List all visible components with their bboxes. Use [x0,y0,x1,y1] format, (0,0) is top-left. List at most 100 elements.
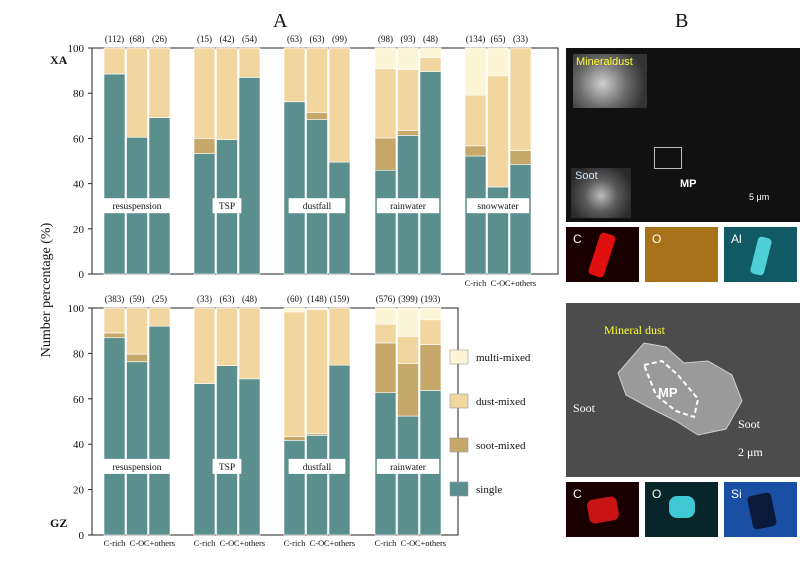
eds-signal [669,496,695,518]
x-category-label: C+others [415,538,446,548]
scale-label: 5 μm [749,192,770,202]
bar-segment-dust-mixed [419,57,442,72]
legend-label: single [476,484,502,496]
bar-segment-dust-mixed [306,309,328,435]
group-label: dustfall [303,462,332,473]
x-category-label: C-O [220,538,235,548]
y-axis-title: Number percentage (%) [39,222,54,357]
bar-segment-single [216,365,238,536]
x-category-label: C-rich [194,538,216,548]
group-label: rainwater [390,202,427,212]
eds-signal [586,495,620,525]
eds-label-o: O [652,232,662,246]
bar-segment-soot-mixed [397,130,419,136]
soot-left-label: Soot [573,401,596,415]
bar-segment-single [397,415,419,536]
x-category-label: C+others [324,538,355,548]
group-label: TSP [219,463,235,473]
y-tick-label: 60 [73,133,85,145]
x-category-label: C-O [401,538,416,548]
x-category-label: C-O [491,278,506,288]
bar-segment-multi-mixed [487,47,509,77]
eds-map-al-1: Al [724,227,797,282]
x-category-label: C-rich [465,278,487,288]
eds-label-al: Al [731,232,742,246]
bar-segment-single [238,77,261,275]
bar-segment-single [328,161,351,275]
mineral-dust-inset [573,54,647,108]
count-label: (383) [105,294,125,304]
mp-label: MP [680,178,697,190]
mineral-dust-label-2: Mineral dust [604,323,665,337]
group-label-box [212,458,242,474]
legend-label: dust-mixed [476,396,526,408]
bar-segment-multi-mixed [419,307,442,321]
plot-frame [91,307,459,536]
bar-segment-dust-mixed [216,47,238,140]
bar-segment-single [193,383,216,536]
bar-segment-soot-mixed [397,363,419,417]
group-label-box [288,458,346,474]
panel-b-label: B [675,10,689,32]
y-tick-label: 0 [79,269,85,281]
bar-segment-dust-mixed [193,307,216,384]
bar-segment-dust-mixed [464,94,487,147]
eds-map-o-2: O [645,482,718,537]
mp-label-2: MP [658,385,678,400]
bar-segment-soot-mixed [193,138,216,154]
count-label: (15) [197,34,212,44]
count-label: (54) [242,34,257,44]
bar-segment-dust-mixed [126,47,148,138]
bar-segment-single [193,153,216,275]
bar-segment-soot-mixed [419,344,442,391]
group-label: resuspension [112,202,161,212]
group-label-box [288,198,346,214]
bar-segment-single [509,164,532,275]
bar-segment-dust-mixed [397,336,419,364]
row-label-xa: XA [50,53,68,67]
group-label-box [97,198,177,214]
bar-segment-dust-mixed [328,47,351,163]
count-label: (159) [330,294,350,304]
bar-segment-multi-mixed [283,307,306,313]
count-label: (60) [287,294,302,304]
y-tick-label: 20 [73,485,85,497]
y-tick-label: 80 [73,88,85,100]
y-tick-label: 60 [73,394,85,406]
legend-swatch-multi-mixed [449,349,469,365]
bar-segment-multi-mixed [374,47,397,70]
eds-map-si-2: Si [724,482,797,537]
y-tick-label: 0 [79,530,85,542]
x-category-label: C+others [144,538,175,548]
group-label: dustfall [303,201,332,212]
count-label: (68) [130,34,145,44]
legend-swatch-dust-mixed [449,393,469,409]
bar-segment-dust-mixed [238,307,261,380]
bar-segment-multi-mixed [397,47,419,70]
bar-segment-dust-mixed [374,323,397,344]
count-label: (26) [152,34,167,44]
bar-segment-dust-mixed [193,47,216,139]
count-label: (48) [242,294,257,304]
bar-segment-single [306,119,328,275]
group-label-box [376,198,440,214]
soot-label: Soot [575,170,598,182]
bar-segment-dust-mixed [306,47,328,113]
bar-segment-single [283,101,306,275]
mp-box [654,147,682,169]
eds-map-c-2: C [566,482,639,537]
bar-segment-single [126,361,148,536]
y-tick-label: 80 [73,348,85,360]
bar-segment-multi-mixed [397,307,419,337]
eds-signal [749,235,773,277]
bar-segment-dust-mixed [148,307,171,327]
bar-segment-single [374,169,397,275]
group-label: resuspension [112,463,161,473]
bar-segment-soot-mixed [374,342,397,393]
bar-segment-dust-mixed [103,307,126,334]
soot-right-label: Soot [738,417,761,431]
eds-label-c: C [573,232,582,246]
particle-drawing [617,342,743,436]
